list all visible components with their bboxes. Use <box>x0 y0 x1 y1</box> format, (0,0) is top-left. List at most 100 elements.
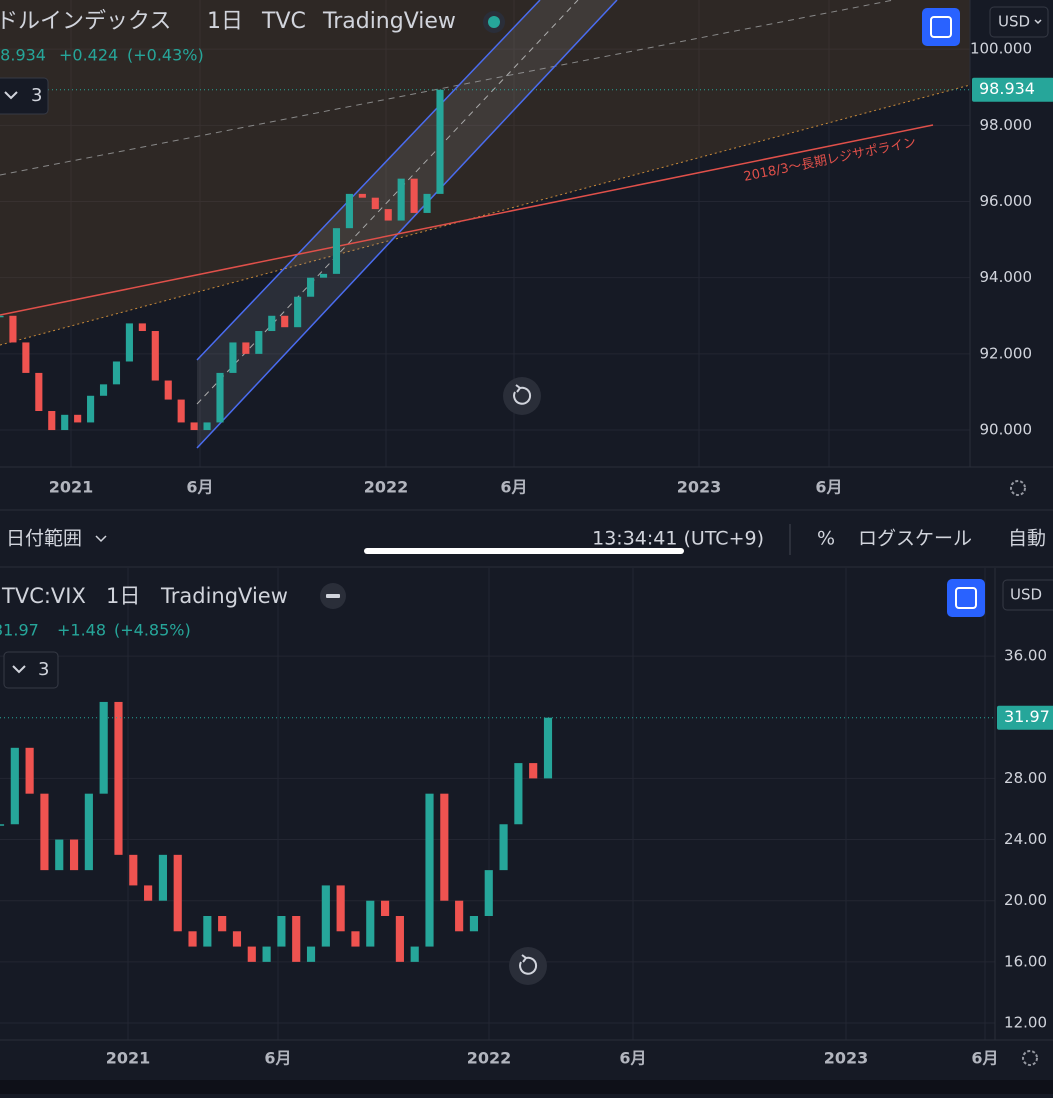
candle <box>423 193 431 213</box>
currency-button[interactable] <box>1002 579 1053 611</box>
candle <box>129 854 138 886</box>
candle <box>484 870 493 916</box>
candle <box>336 885 345 932</box>
candle <box>40 793 49 871</box>
candle <box>173 854 182 932</box>
chevron <box>4 91 18 100</box>
candle <box>366 900 375 947</box>
candle <box>543 717 553 779</box>
channel-lower <box>196 0 618 449</box>
reset-button[interactable] <box>509 947 547 985</box>
x-tick-label: 6月 <box>619 1049 646 1068</box>
reset-icon <box>513 384 532 405</box>
fullscreen-icon <box>955 587 977 609</box>
candle <box>10 747 19 825</box>
y-tick-label: 36.00 <box>1004 647 1047 665</box>
collapse-icon <box>326 594 340 598</box>
log-scale-button[interactable]: ログスケール <box>858 528 972 550</box>
fullscreen-icon <box>930 16 952 38</box>
candle <box>455 900 464 932</box>
candle <box>203 422 211 431</box>
candle <box>345 193 353 229</box>
time-axis <box>0 467 1053 510</box>
candle <box>138 323 146 332</box>
currency: USD <box>1010 586 1042 604</box>
candle <box>514 763 523 825</box>
clock: 13:34:41 (UTC+9) <box>592 528 764 550</box>
settings-icon[interactable] <box>1022 1050 1038 1066</box>
change: +0.424 <box>59 46 118 65</box>
x-tick-label: 6月 <box>500 478 527 497</box>
reset-button[interactable] <box>503 377 541 415</box>
auto-button[interactable]: 自動 <box>1008 528 1046 550</box>
candle <box>255 331 263 354</box>
date-range-button[interactable]: 日付範囲 <box>6 528 82 550</box>
y-tick-label: 96.000 <box>980 192 1033 210</box>
candle <box>158 854 167 901</box>
percent-button[interactable]: % <box>817 528 835 550</box>
candle <box>381 900 390 916</box>
candle <box>61 414 69 431</box>
candle <box>268 315 276 332</box>
candle <box>0 824 5 826</box>
candle <box>99 384 108 396</box>
y-tick-label: 100.000 <box>970 40 1032 58</box>
candle <box>35 372 43 412</box>
shaded-zone <box>0 0 970 345</box>
candle <box>262 946 271 962</box>
y-tick-label: 94.000 <box>980 268 1033 286</box>
candle <box>114 701 123 855</box>
source: TradingView <box>160 584 288 608</box>
candle <box>48 411 56 431</box>
candle <box>87 395 95 423</box>
chevron <box>95 535 107 543</box>
symbol-title: ドルインデックス <box>0 9 171 34</box>
candle <box>188 931 197 947</box>
x-tick-label: 6月 <box>264 1049 291 1068</box>
currency-button[interactable] <box>989 6 1049 38</box>
candle <box>125 323 133 362</box>
chevron <box>12 665 26 674</box>
y-tick-label: 92.000 <box>980 344 1033 362</box>
fullscreen-button[interactable] <box>947 579 985 617</box>
y-tick-label: 98.000 <box>980 116 1033 134</box>
candle <box>397 178 405 221</box>
candle <box>218 915 227 932</box>
x-tick-label: 6月 <box>971 1049 998 1068</box>
reset-icon <box>519 954 538 975</box>
chevron <box>1034 19 1042 25</box>
y-tick-label: 16.00 <box>1004 952 1047 970</box>
indicator-toggle[interactable] <box>0 77 49 115</box>
exchange: TVC <box>261 9 306 34</box>
candle <box>440 793 449 901</box>
y-tick-label: 24.00 <box>1004 830 1047 848</box>
y-tick-label: 20.00 <box>1004 891 1047 909</box>
candle <box>55 839 64 871</box>
candle <box>69 839 79 871</box>
candle <box>84 793 93 871</box>
x-tick-label: 2023 <box>677 478 722 497</box>
change: +1.48 <box>57 621 106 640</box>
indicator-toggle[interactable] <box>3 651 59 689</box>
settings-icon[interactable] <box>1010 480 1026 496</box>
candle <box>332 228 341 274</box>
price-axis <box>995 568 1053 1043</box>
candle <box>22 342 30 373</box>
candle <box>277 915 286 947</box>
home-indicator <box>364 548 684 554</box>
currency: USD <box>998 13 1030 31</box>
price-badge <box>997 705 1053 730</box>
candle <box>9 315 17 343</box>
candle <box>232 931 242 947</box>
candle <box>99 701 108 794</box>
x-tick-label: 2022 <box>467 1049 512 1068</box>
candle <box>203 915 212 947</box>
candle <box>321 885 330 947</box>
fullscreen-button[interactable] <box>922 8 960 46</box>
last-price: 31.97 <box>0 621 39 640</box>
change-percent: (+0.43%) <box>127 46 204 65</box>
candle <box>229 342 237 373</box>
